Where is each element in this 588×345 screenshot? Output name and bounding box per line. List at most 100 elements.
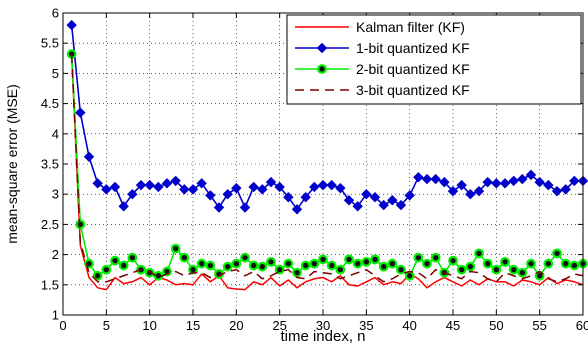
legend-label: 2-bit quantized KF xyxy=(356,61,470,77)
data-point xyxy=(179,184,190,195)
data-point xyxy=(517,173,528,185)
data-point xyxy=(404,190,415,201)
data-point xyxy=(205,260,216,271)
data-point xyxy=(170,243,181,254)
data-point xyxy=(83,151,95,162)
data-point xyxy=(300,260,311,271)
data-point xyxy=(361,256,372,267)
data-point xyxy=(396,264,406,275)
data-point xyxy=(465,261,476,272)
data-point xyxy=(66,19,77,31)
data-point xyxy=(109,181,121,193)
data-point xyxy=(491,178,502,189)
y-tick-label: 2.5 xyxy=(41,217,59,232)
x-tick-label: 5 xyxy=(103,318,110,333)
x-tick-label: 60 xyxy=(576,318,588,333)
legend-label: 1-bit quantized KF xyxy=(356,40,470,56)
y-tick-label: 1 xyxy=(52,308,59,323)
y-tick-label: 6 xyxy=(52,6,59,21)
x-tick-label: 10 xyxy=(142,318,156,333)
x-tick-label: 15 xyxy=(186,318,200,333)
data-point xyxy=(326,179,337,191)
data-point xyxy=(474,248,484,259)
data-point xyxy=(343,195,355,206)
data-point xyxy=(196,178,207,189)
data-point xyxy=(239,202,251,213)
data-point xyxy=(101,264,112,275)
data-point xyxy=(240,252,250,263)
data-point xyxy=(144,267,155,278)
data-point xyxy=(543,258,554,269)
data-point xyxy=(110,255,120,266)
y-tick-label: 3 xyxy=(52,187,59,202)
data-point xyxy=(127,188,138,200)
data-point xyxy=(387,258,398,269)
data-point xyxy=(413,252,424,263)
data-point xyxy=(222,188,233,200)
data-point xyxy=(534,176,545,188)
data-point xyxy=(499,178,511,189)
data-point xyxy=(525,169,537,181)
legend-marker xyxy=(317,64,327,74)
data-point xyxy=(135,179,147,191)
data-point xyxy=(231,258,242,269)
series-4 xyxy=(70,54,584,283)
data-point xyxy=(560,184,571,195)
data-point xyxy=(482,176,493,188)
y-tick-label: 2 xyxy=(52,247,59,262)
data-point xyxy=(170,175,181,187)
data-point xyxy=(92,178,103,189)
data-point xyxy=(335,264,346,275)
data-point xyxy=(378,261,389,272)
data-point xyxy=(369,192,381,203)
x-tick-label: 45 xyxy=(446,318,460,333)
y-tick-label: 4.5 xyxy=(41,96,59,111)
data-point xyxy=(473,185,485,197)
y-tick-label: 5.5 xyxy=(41,36,59,51)
series-line xyxy=(70,54,584,283)
data-point xyxy=(101,184,112,195)
data-point xyxy=(370,254,380,265)
data-point xyxy=(352,258,363,269)
data-point xyxy=(205,190,216,201)
y-axis-label: mean-square error (MSE) xyxy=(4,84,20,244)
data-point xyxy=(318,254,328,265)
data-point xyxy=(482,258,493,269)
data-point xyxy=(335,182,346,194)
data-point xyxy=(283,192,294,203)
data-point xyxy=(447,185,459,197)
data-point xyxy=(439,176,450,188)
data-point xyxy=(127,252,138,263)
data-point xyxy=(283,258,294,269)
data-point xyxy=(344,254,354,265)
series-3 xyxy=(66,49,588,281)
y-tick-label: 1.5 xyxy=(41,277,59,292)
data-point xyxy=(248,260,259,271)
legend: Kalman filter (KF) 1-bit quantized KF 2-bi… xyxy=(286,14,582,105)
data-point xyxy=(456,264,467,275)
data-point xyxy=(144,179,155,191)
data-point xyxy=(404,270,415,281)
data-point xyxy=(317,179,329,191)
x-tick-label: 55 xyxy=(532,318,546,333)
legend-marker xyxy=(316,42,328,54)
data-point xyxy=(75,219,86,230)
data-point xyxy=(326,260,337,271)
data-point xyxy=(491,264,502,275)
data-point xyxy=(352,201,363,212)
data-point xyxy=(75,107,86,118)
x-tick-label: 50 xyxy=(489,318,503,333)
data-point xyxy=(430,173,441,185)
data-point xyxy=(569,175,580,187)
data-point xyxy=(378,199,389,211)
data-point xyxy=(118,201,129,212)
data-point xyxy=(300,192,311,203)
data-point xyxy=(309,258,320,269)
data-point xyxy=(422,258,432,269)
data-point xyxy=(361,188,372,200)
data-point xyxy=(517,267,528,278)
data-point xyxy=(292,267,302,278)
y-tick-label: 3.5 xyxy=(41,157,59,172)
data-point xyxy=(526,258,536,269)
